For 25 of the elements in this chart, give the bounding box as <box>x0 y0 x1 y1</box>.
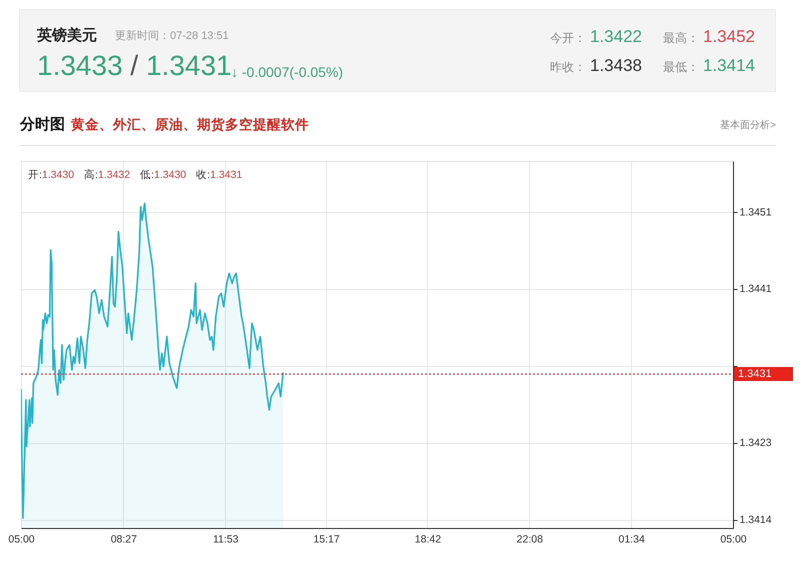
ref-line-label: 1.3431 <box>738 368 772 380</box>
x-tick-label: 05:00 <box>720 534 747 546</box>
x-tick-label: 08:27 <box>110 534 138 546</box>
text: ↓ -0.0007(-0.05%) <box>231 64 344 80</box>
annotation: 开:1.3430 高:1.3432 低:1.3430 收:1.3431 <box>28 169 242 181</box>
text: 1.3433 / 1.3431 <box>37 50 232 81</box>
text: 昨收：1.3438 <box>550 56 642 75</box>
text: 基本面分析> <box>720 120 776 131</box>
y-tick-label: 1.3423 <box>740 437 772 450</box>
chart-title: 英镑美元 <box>37 27 97 44</box>
text: 黄金、外汇、原油、期货多空提醒软件 <box>71 117 309 132</box>
x-tick-label: 18:42 <box>414 534 442 546</box>
text: 今开：1.3422 <box>550 27 642 46</box>
text: 分时图 <box>20 116 65 133</box>
chart-subtitle: 更新时间：07-28 13:51 <box>115 30 229 42</box>
y-tick-label: 1.3451 <box>740 206 772 218</box>
text: 最低：1.3414 <box>663 56 755 75</box>
x-tick-label: 11:53 <box>212 534 239 546</box>
text: 最高：1.3452 <box>663 27 755 46</box>
x-tick-label: 01:34 <box>618 534 645 546</box>
x-tick-label: 15:17 <box>313 534 340 546</box>
y-tick-label: 1.3441 <box>740 283 772 296</box>
y-tick-label: 1.3414 <box>740 514 772 526</box>
x-tick-label: 05:00 <box>8 534 35 546</box>
x-tick-label: 22:08 <box>516 534 544 546</box>
